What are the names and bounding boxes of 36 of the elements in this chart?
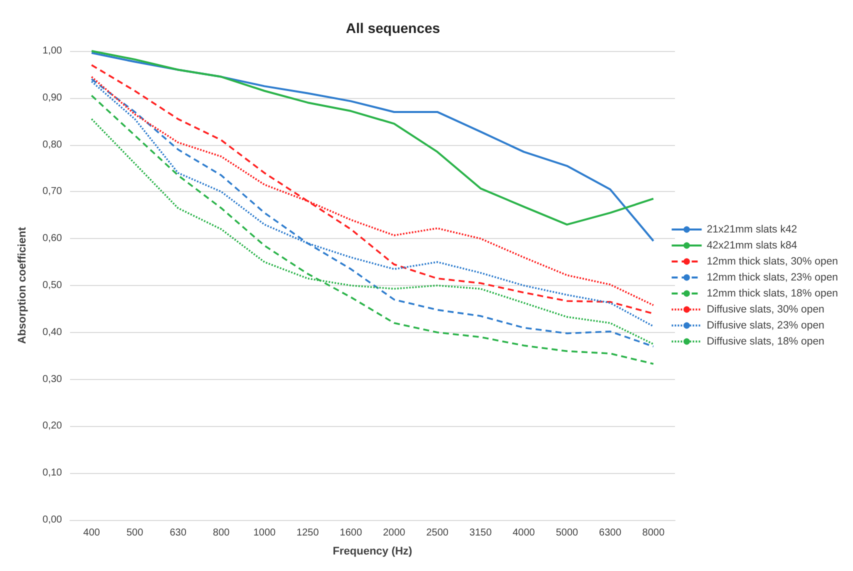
x-tick-label: 4000 (512, 528, 536, 538)
legend-label: 12mm thick slats, 23% open (706, 272, 838, 284)
y-tick-label: 0,00 (42, 514, 62, 526)
x-tick-label: 630 (170, 528, 187, 538)
y-tick-label: 0,30 (42, 374, 62, 385)
chart-title: All sequences (346, 20, 440, 36)
x-tick-label: 6300 (599, 528, 622, 538)
y-tick-label: 0,40 (42, 326, 62, 338)
x-tick-label: 400 (83, 528, 100, 538)
x-tick-label: 800 (212, 528, 230, 538)
x-tick-label: 500 (126, 528, 144, 538)
y-tick-label: 0,60 (42, 233, 62, 244)
x-tick-label: 1600 (340, 528, 362, 538)
y-axis-title: Absorption coefficient (16, 226, 28, 344)
x-tick-label: 2000 (382, 528, 406, 538)
x-tick-label: 1000 (253, 528, 276, 538)
y-tick-label: 0,70 (42, 186, 62, 198)
legend-label: Diffusive slats, 23% open (706, 320, 825, 332)
y-tick-label: 1,00 (42, 46, 62, 56)
y-tick-label: 0,50 (42, 280, 62, 291)
y-tick-label: 0,80 (42, 139, 62, 150)
legend-label: Diffusive slats, 18% open (706, 336, 825, 348)
legend-label: 12mm thick slats, 18% open (706, 288, 838, 300)
x-axis-title: Frequency (Hz) (332, 546, 413, 558)
y-tick-label: 0,90 (42, 92, 62, 104)
x-tick-label: 5000 (556, 528, 579, 538)
y-tick-label: 0,10 (42, 468, 62, 479)
x-tick-label: 3150 (469, 528, 492, 538)
legend-label: 21x21mm slats k42 (706, 224, 798, 236)
legend-label: 42x21mm slats k84 (706, 240, 798, 252)
legend-label: Diffusive slats, 30% open (706, 304, 825, 316)
x-tick-label: 2500 (426, 528, 449, 538)
legend-label: 12mm thick slats, 30% open (706, 256, 838, 268)
y-tick-label: 0,20 (42, 420, 62, 432)
x-tick-label: 1250 (296, 528, 320, 538)
x-tick-label: 8000 (642, 528, 665, 538)
